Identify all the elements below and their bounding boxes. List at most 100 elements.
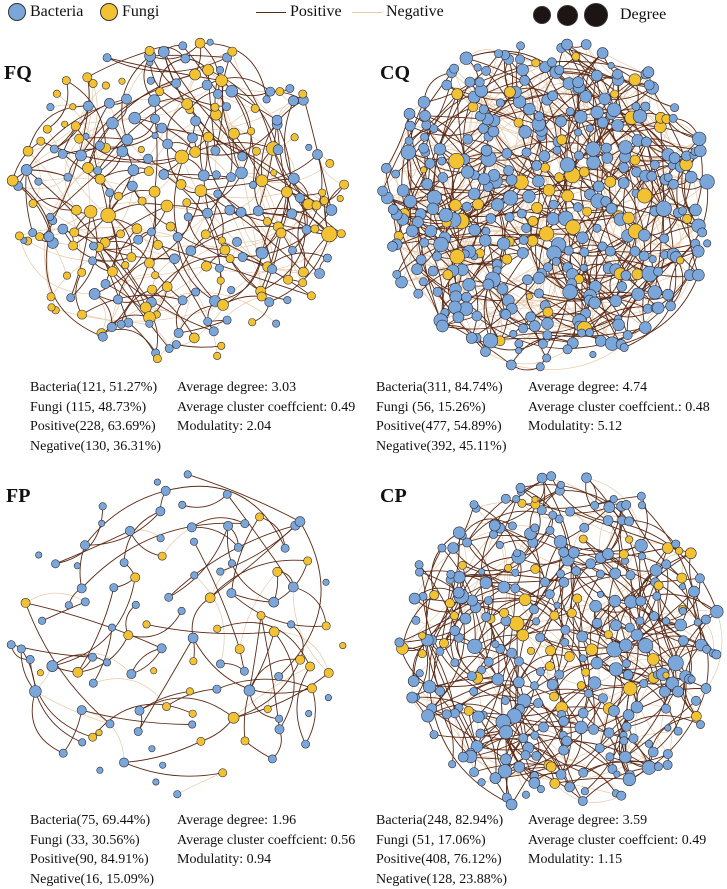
stat-fungi: Fungi (51, 17.06%) xyxy=(376,831,507,851)
bacteria-node xyxy=(579,768,588,777)
bacteria-node xyxy=(436,687,445,696)
bacteria-node xyxy=(531,731,539,739)
bacteria-node xyxy=(620,639,633,652)
bacteria-node xyxy=(451,659,459,667)
bacteria-node xyxy=(603,516,613,526)
bacteria-node xyxy=(546,526,554,534)
fungi-node xyxy=(624,682,638,696)
bacteria-node xyxy=(581,788,588,795)
stat-average-degree: Average degree: 3.59 xyxy=(528,811,706,831)
bacteria-node xyxy=(586,559,596,569)
bacteria-node xyxy=(662,617,669,624)
bacteria-node xyxy=(648,747,658,757)
bacteria-node xyxy=(591,657,603,669)
stat-average-cluster: Average cluster coeffcient: 0.49 xyxy=(528,831,706,851)
bacteria-node xyxy=(531,524,539,532)
bacteria-node xyxy=(622,500,631,509)
bacteria-node xyxy=(522,791,529,798)
bacteria-node xyxy=(638,502,645,509)
fungi-node xyxy=(663,672,669,678)
bacteria-node xyxy=(547,472,556,481)
bacteria-node xyxy=(636,617,644,625)
fungi-node xyxy=(550,692,559,701)
bacteria-node xyxy=(536,633,545,642)
bacteria-node xyxy=(623,773,636,786)
bacteria-node xyxy=(409,593,420,604)
bacteria-node xyxy=(412,616,420,624)
fungi-node xyxy=(500,608,509,617)
bacteria-node xyxy=(537,473,547,483)
bacteria-node xyxy=(478,779,485,786)
bacteria-node xyxy=(450,626,460,636)
bacteria-node xyxy=(604,728,614,738)
bacteria-node xyxy=(415,568,423,576)
bacteria-node xyxy=(678,636,688,646)
fungi-node xyxy=(527,647,534,654)
bacteria-node xyxy=(590,600,602,612)
fungi-node xyxy=(626,536,633,543)
bacteria-node xyxy=(653,592,661,600)
bacteria-node xyxy=(614,771,620,777)
bacteria-node xyxy=(436,647,444,655)
bacteria-node xyxy=(610,495,617,502)
bacteria-node xyxy=(470,768,479,777)
bacteria-node xyxy=(442,710,451,719)
bacteria-node xyxy=(609,595,621,607)
nodes xyxy=(395,472,723,810)
bacteria-node xyxy=(516,483,525,492)
bacteria-node xyxy=(597,591,603,597)
bacteria-node xyxy=(559,745,569,755)
bacteria-node xyxy=(645,740,652,747)
fungi-node xyxy=(604,631,612,639)
bacteria-node xyxy=(448,543,459,554)
bacteria-node xyxy=(625,595,638,608)
bacteria-node xyxy=(545,590,554,599)
bacteria-node xyxy=(566,507,575,516)
fungi-node xyxy=(430,590,439,599)
bacteria-node xyxy=(668,655,683,670)
bacteria-node xyxy=(663,760,672,769)
stat-negative: Negative(128, 23.88%) xyxy=(376,870,507,889)
bacteria-node xyxy=(423,681,436,694)
bacteria-node xyxy=(532,751,541,760)
positive-edge xyxy=(649,716,696,767)
bacteria-node xyxy=(577,631,588,642)
bacteria-node xyxy=(673,686,684,697)
stat-bacteria: Bacteria(248, 82.94%) xyxy=(376,811,507,831)
fungi-node xyxy=(546,646,556,656)
fungi-node xyxy=(509,616,524,631)
bacteria-node xyxy=(650,612,659,621)
bacteria-node xyxy=(521,751,530,760)
bacteria-node xyxy=(489,520,500,531)
bacteria-node xyxy=(617,791,626,800)
bacteria-node xyxy=(559,577,569,587)
bacteria-node xyxy=(539,722,549,732)
bacteria-node xyxy=(422,710,435,723)
bacteria-node xyxy=(513,550,520,557)
bacteria-node xyxy=(675,619,687,631)
fungi-node xyxy=(505,564,512,571)
bacteria-node xyxy=(603,548,614,559)
bacteria-node xyxy=(492,641,499,648)
bacteria-node xyxy=(711,605,724,618)
bacteria-node xyxy=(514,657,523,666)
fungi-node xyxy=(582,668,590,676)
bacteria-node xyxy=(506,799,517,810)
bacteria-node xyxy=(395,638,404,647)
bacteria-node xyxy=(610,620,621,631)
bacteria-node xyxy=(519,734,528,743)
bacteria-node xyxy=(458,752,468,762)
fungi-node xyxy=(691,711,701,721)
bacteria-node xyxy=(499,725,513,739)
bacteria-node xyxy=(609,705,620,716)
fungi-node xyxy=(573,594,582,603)
bacteria-node xyxy=(416,670,423,677)
bacteria-node xyxy=(595,744,604,753)
bacteria-node xyxy=(562,736,572,746)
bacteria-node xyxy=(534,699,543,708)
fungi-node xyxy=(677,573,687,583)
bacteria-node xyxy=(479,569,485,575)
bacteria-node xyxy=(501,696,509,704)
bacteria-node xyxy=(476,729,485,738)
